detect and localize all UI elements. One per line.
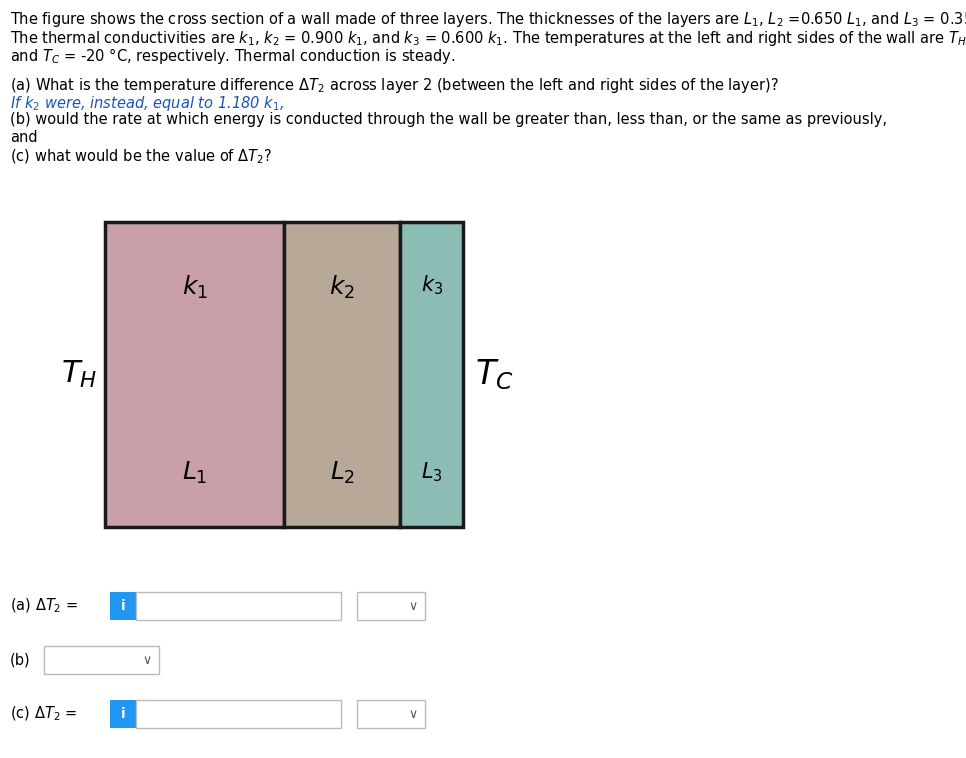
Text: (c) what would be the value of $\Delta T_2$?: (c) what would be the value of $\Delta T… xyxy=(10,148,272,167)
Text: If $k_2$ were, instead, equal to 1.180 $k_1$,: If $k_2$ were, instead, equal to 1.180 $… xyxy=(10,94,284,113)
Text: $T_C$: $T_C$ xyxy=(475,357,514,392)
Bar xyxy=(284,222,400,527)
Text: (b) would the rate at which energy is conducted through the wall be greater than: (b) would the rate at which energy is co… xyxy=(10,112,887,127)
Text: The figure shows the cross section of a wall made of three layers. The thickness: The figure shows the cross section of a … xyxy=(10,10,966,29)
Bar xyxy=(110,592,136,620)
Text: (a) $\Delta T_2$ =: (a) $\Delta T_2$ = xyxy=(10,597,78,615)
Bar xyxy=(136,700,341,728)
Bar xyxy=(136,592,341,620)
Text: $L_2$: $L_2$ xyxy=(329,460,355,486)
Text: $L_3$: $L_3$ xyxy=(421,460,442,484)
Text: $L_1$: $L_1$ xyxy=(182,460,208,486)
Bar xyxy=(105,222,284,527)
Text: (b): (b) xyxy=(10,653,31,668)
Text: i: i xyxy=(121,707,126,721)
Text: $k_2$: $k_2$ xyxy=(329,274,355,301)
Bar xyxy=(357,700,425,728)
Bar xyxy=(400,222,463,527)
Text: i: i xyxy=(121,599,126,613)
Text: ∨: ∨ xyxy=(142,653,152,666)
Text: $k_3$: $k_3$ xyxy=(420,274,442,297)
Text: (a) What is the temperature difference $\Delta T_2$ across layer 2 (between the : (a) What is the temperature difference $… xyxy=(10,76,779,95)
Bar xyxy=(357,592,425,620)
Text: ∨: ∨ xyxy=(409,707,417,721)
Bar xyxy=(44,646,159,674)
Text: ∨: ∨ xyxy=(409,600,417,612)
Text: The thermal conductivities are $k_1$, $k_2$ = 0.900 $k_1$, and $k_3$ = 0.600 $k_: The thermal conductivities are $k_1$, $k… xyxy=(10,28,966,48)
Text: $k_1$: $k_1$ xyxy=(182,274,208,301)
Text: and $T_C$ = -20 °C, respectively. Thermal conduction is steady.: and $T_C$ = -20 °C, respectively. Therma… xyxy=(10,46,455,66)
Text: (c) $\Delta T_2$ =: (c) $\Delta T_2$ = xyxy=(10,705,77,723)
Text: $T_H$: $T_H$ xyxy=(61,359,97,390)
Text: and: and xyxy=(10,130,38,145)
Bar xyxy=(110,700,136,728)
